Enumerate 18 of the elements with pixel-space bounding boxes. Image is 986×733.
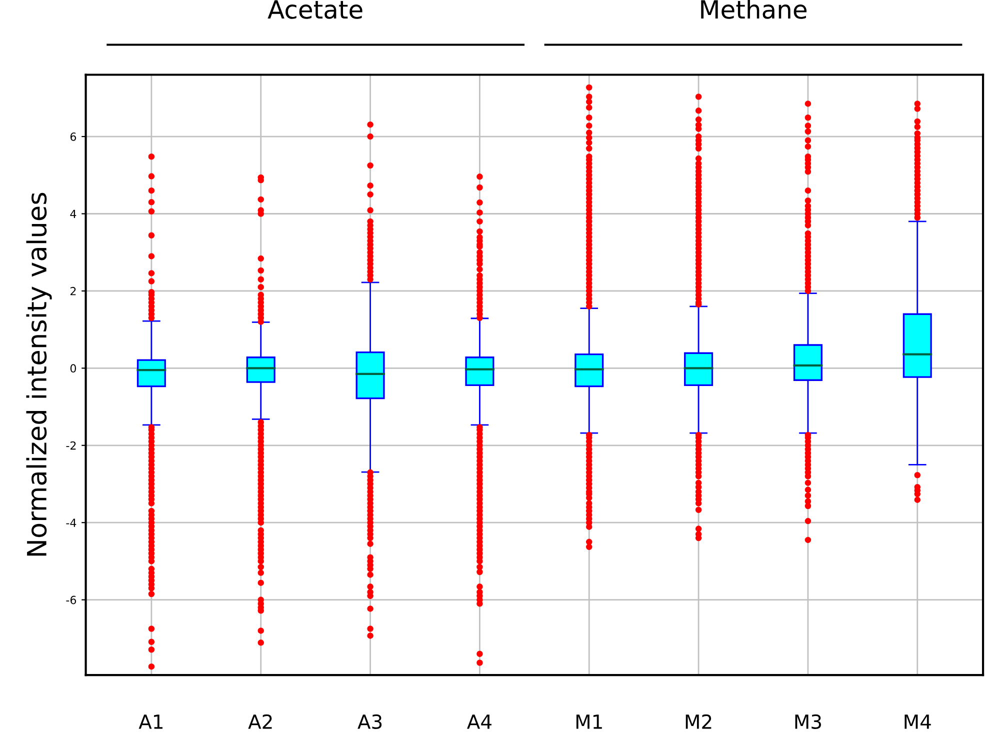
y-tick-label: 2	[70, 286, 76, 296]
text: Methane	[701, 0, 806, 19]
y-tick-label: 0	[70, 364, 76, 373]
x-tick-label: M1	[576, 714, 602, 729]
y-tick-label: 6	[70, 132, 76, 141]
text: Acetate	[268, 0, 362, 19]
x-tick-label: A3	[358, 714, 382, 730]
y-tick-label: 4	[70, 210, 76, 218]
x-tick-label: A1	[138, 714, 162, 729]
x-tick-label: M2	[686, 714, 712, 729]
y-tick-label: -2	[66, 441, 76, 450]
y-tick-label: -4	[66, 518, 76, 527]
y-axis-title: Normalized intensity values	[26, 192, 52, 556]
x-tick-label: M4	[904, 714, 931, 729]
y-tick-label: -6	[66, 596, 76, 604]
x-tick-label: M3	[795, 714, 821, 730]
x-tick-label: A2	[248, 714, 272, 729]
x-tick-label: A4	[467, 714, 492, 729]
